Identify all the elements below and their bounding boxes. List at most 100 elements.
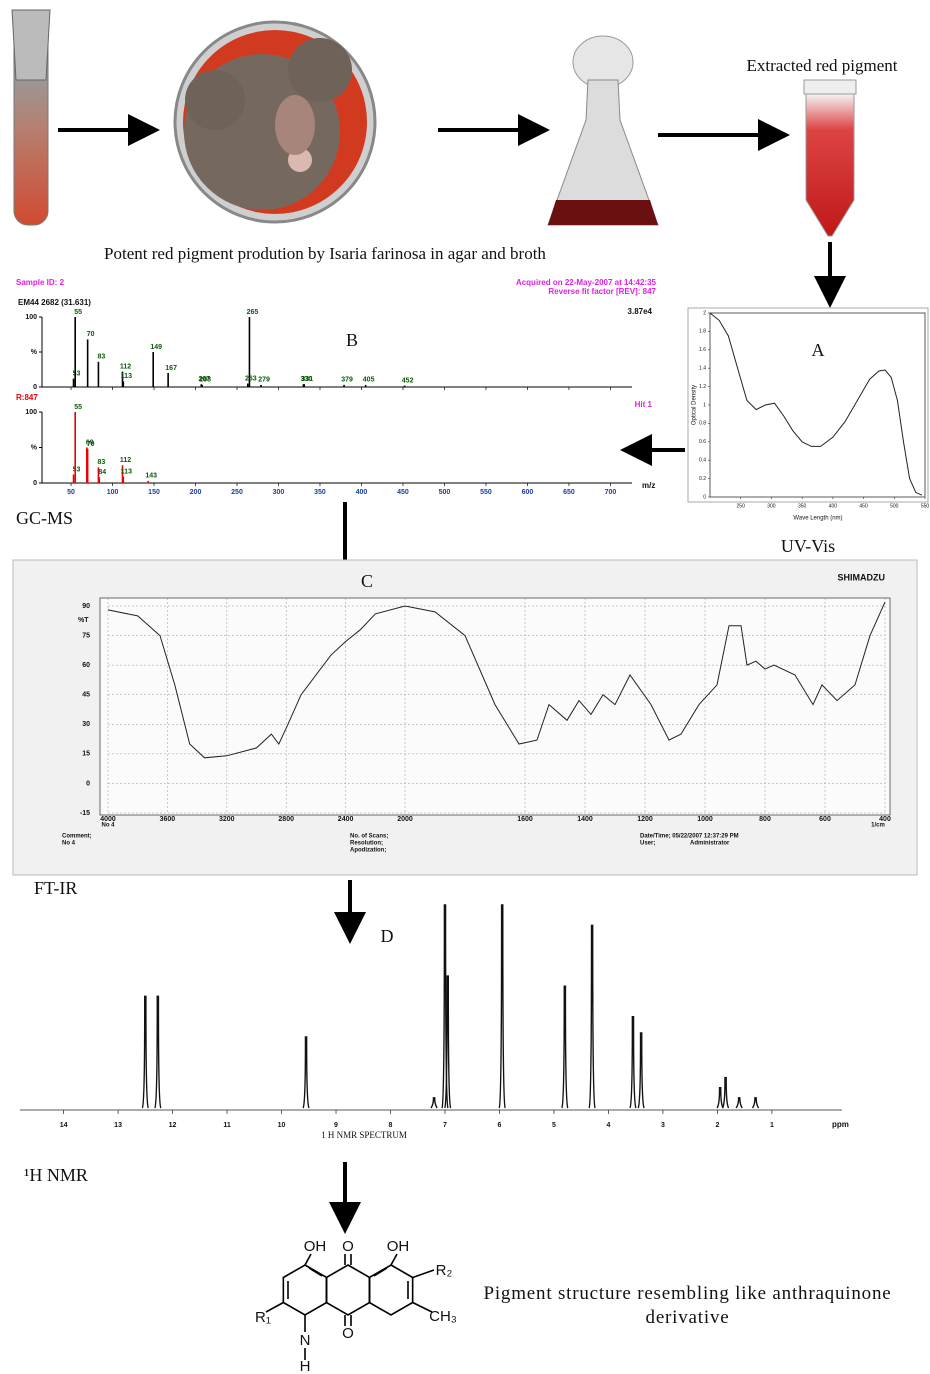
x-tick-label: 2800 bbox=[278, 816, 294, 823]
x-tick-label: 300 bbox=[767, 503, 776, 509]
y-tick-label: 2 bbox=[703, 310, 706, 316]
peak-label: 53 bbox=[73, 466, 81, 473]
x-tick-label: 2 bbox=[715, 1122, 719, 1129]
x-tick-label: 450 bbox=[397, 489, 409, 496]
y-tick-label: 0.6 bbox=[699, 439, 706, 445]
x-tick-label: 13 bbox=[114, 1122, 122, 1129]
x-tick-label: 400 bbox=[356, 489, 368, 496]
ir-spectrum bbox=[107, 601, 886, 759]
peak-label: 112 bbox=[120, 457, 131, 464]
peak-label: 331 bbox=[301, 376, 313, 383]
y-axis-label: %T bbox=[78, 617, 89, 624]
peak-label: 53 bbox=[73, 370, 81, 377]
nmr-peak bbox=[430, 1097, 438, 1109]
peak-label: 112 bbox=[120, 363, 131, 370]
x-tick-label: 2000 bbox=[397, 816, 413, 823]
atom-label: OH bbox=[387, 1238, 410, 1255]
scan-id: EM44 2682 (31.631) bbox=[18, 298, 91, 307]
y-tick-label: 100 bbox=[25, 409, 37, 416]
structure-note: Pigment structure resembling like anthra… bbox=[483, 1283, 892, 1328]
x-tick-label: 200 bbox=[190, 489, 202, 496]
x-tick-label: 550 bbox=[480, 489, 492, 496]
peak-label: 379 bbox=[341, 377, 353, 384]
reverse-fit: Reverse fit factor [REV]: 847 bbox=[548, 287, 656, 296]
nmr-peak bbox=[444, 975, 452, 1109]
x-tick-label: 450 bbox=[859, 503, 868, 509]
hit-name: R:847 bbox=[16, 393, 38, 402]
peak-label: 279 bbox=[258, 377, 270, 384]
x-axis-label: m/z bbox=[642, 481, 655, 490]
x-tick-label: 3 bbox=[661, 1122, 665, 1129]
x-tick-label: 500 bbox=[439, 489, 451, 496]
section-label: GC-MS bbox=[16, 508, 73, 528]
nmr-peak bbox=[588, 924, 596, 1109]
brand: SHIMADZU bbox=[838, 572, 886, 582]
x-tick-label: 1600 bbox=[517, 816, 533, 823]
x-tick-label: 600 bbox=[819, 816, 831, 823]
comment: Comment; bbox=[62, 834, 92, 840]
y-tick-label: 0 bbox=[86, 780, 90, 787]
x-tick-label: 500 bbox=[890, 503, 899, 509]
x-tick-label: 7 bbox=[443, 1122, 447, 1129]
peak-label: 263 bbox=[245, 375, 257, 382]
y-tick-label: 1.2 bbox=[699, 384, 706, 390]
y-axis-label: Optical Density bbox=[692, 385, 698, 425]
peak-label: 208 bbox=[199, 377, 211, 384]
peak-label: 70 bbox=[87, 331, 95, 338]
peak-label: 83 bbox=[98, 354, 106, 361]
x-tick-label: 12 bbox=[169, 1122, 177, 1129]
x-tick-label: 250 bbox=[737, 503, 746, 509]
x-tick-label: 8 bbox=[389, 1122, 393, 1129]
section-label: UV-Vis bbox=[781, 536, 835, 556]
y-tick-label: -15 bbox=[80, 810, 90, 817]
peak-label: 149 bbox=[150, 344, 162, 351]
peak-label: 143 bbox=[145, 473, 157, 480]
section-label: FT-IR bbox=[34, 878, 77, 898]
y-tick-label: 45 bbox=[82, 692, 90, 699]
peak-label: 55 bbox=[74, 404, 82, 411]
spectrum-label: 1 H NMR SPECTRUM bbox=[321, 1130, 407, 1140]
x-tick-label: 650 bbox=[563, 489, 575, 496]
acquired: Acquired on 22-May-2007 at 14:42:35 bbox=[516, 278, 657, 287]
y-tick-label: % bbox=[31, 349, 38, 356]
y-tick-label: 0 bbox=[33, 480, 37, 487]
peak-label: 452 bbox=[402, 377, 414, 384]
peak-label: 55 bbox=[74, 309, 82, 316]
petri-dish bbox=[173, 20, 377, 224]
sample-name: No 4 bbox=[101, 823, 115, 829]
peak-label: 405 bbox=[363, 377, 375, 384]
atom-label: O bbox=[342, 1325, 354, 1342]
y-tick-label: 0 bbox=[33, 384, 37, 391]
scans: No. of Scans; bbox=[350, 834, 388, 840]
y-tick-label: 1 bbox=[703, 402, 706, 408]
x-tick-label: 4000 bbox=[100, 816, 116, 823]
user: User; bbox=[640, 841, 655, 847]
x-tick-label: 100 bbox=[107, 489, 119, 496]
nmr-peak bbox=[498, 904, 506, 1109]
x-tick-label: 2400 bbox=[338, 816, 354, 823]
section-label: ¹H NMR bbox=[24, 1165, 88, 1185]
nmr-peak bbox=[721, 1076, 730, 1109]
y-tick-label: % bbox=[31, 444, 38, 451]
y-tick-label: 75 bbox=[82, 632, 90, 639]
anthraquinone-skeleton bbox=[265, 1253, 435, 1360]
peak-label: 330 bbox=[301, 376, 313, 383]
y-tick-label: 100 bbox=[25, 314, 37, 321]
nmr-peak bbox=[637, 1032, 645, 1109]
x-tick-label: 10 bbox=[278, 1122, 286, 1129]
extract-label: Extracted red pigment bbox=[746, 56, 897, 75]
peak-label: 70 bbox=[87, 441, 95, 448]
y-tick-label: 15 bbox=[82, 751, 90, 758]
x-tick-label: 1200 bbox=[637, 816, 653, 823]
x-tick-label: 350 bbox=[314, 489, 326, 496]
y-tick-label: 60 bbox=[82, 662, 90, 669]
atom-label: H bbox=[300, 1358, 311, 1374]
photo-caption: Potent red pigment prodution by Isaria f… bbox=[104, 244, 546, 263]
atom-label: R₁ bbox=[255, 1309, 271, 1326]
nmr-peak bbox=[716, 1087, 724, 1109]
y-tick-label: 1.8 bbox=[699, 329, 706, 335]
atom-label: O bbox=[342, 1238, 354, 1255]
uv-spectrum bbox=[709, 312, 923, 496]
